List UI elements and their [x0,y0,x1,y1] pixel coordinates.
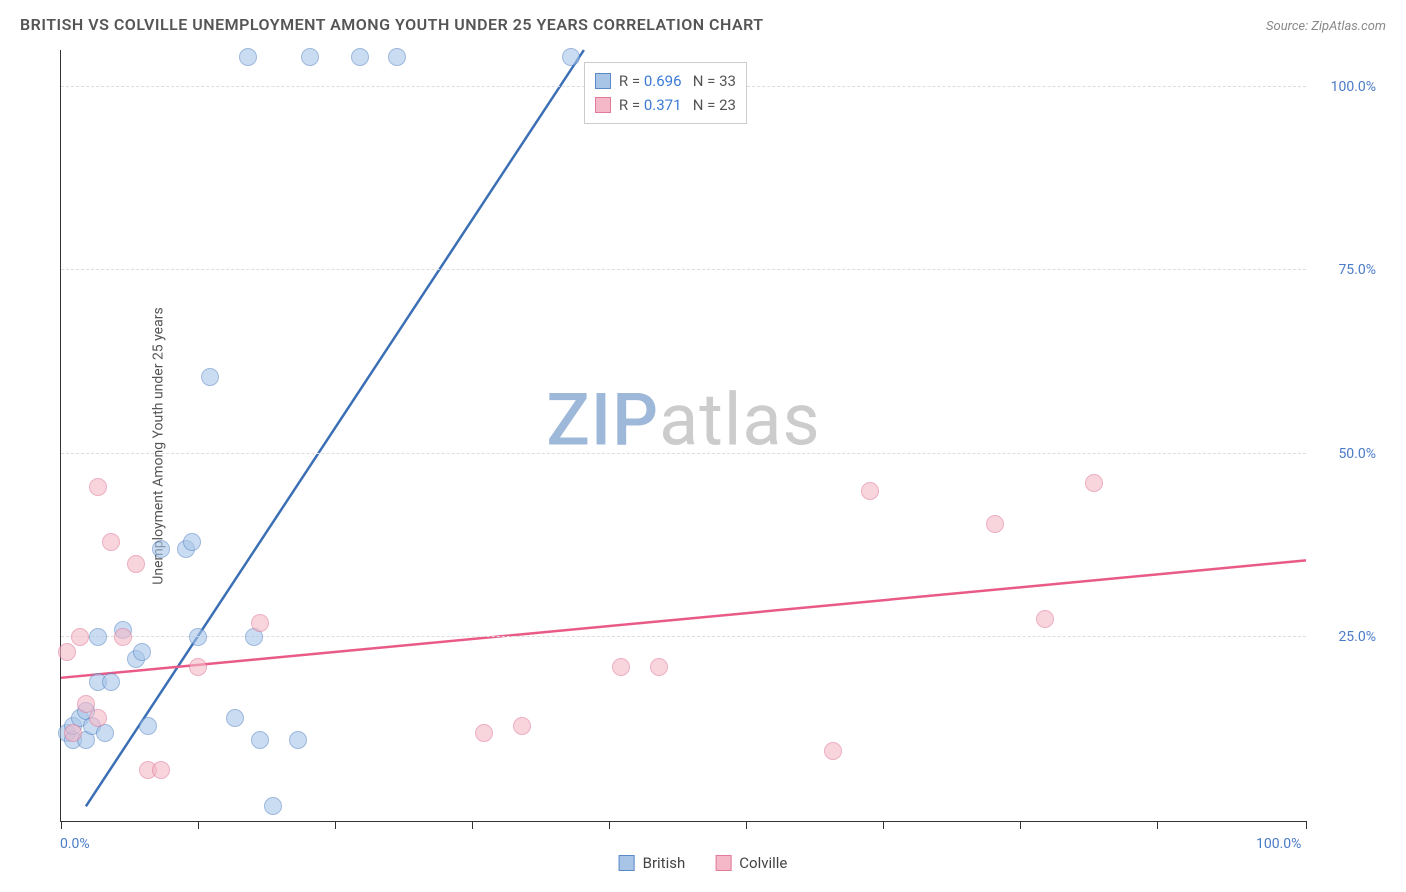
correlation-legend-row: R = 0.371 N = 23 [595,93,736,117]
scatter-point [861,482,879,500]
source-attribution: Source: ZipAtlas.com [1266,19,1386,34]
legend-bottom: British Colville [619,854,788,872]
correlation-legend-row: R = 0.696 N = 33 [595,69,736,93]
legend-stat-text: R = 0.696 N = 33 [619,69,736,93]
y-tick-label: 100.0% [1331,79,1376,95]
legend-stat-text: R = 0.371 N = 23 [619,93,736,117]
scatter-point [58,643,76,661]
trend-lines [61,50,1306,821]
legend-item: Colville [715,854,787,872]
scatter-point [102,533,120,551]
y-tick-label: 75.0% [1338,262,1376,278]
scatter-point [89,628,107,646]
scatter-point [562,48,580,66]
scatter-point [139,717,157,735]
scatter-point [152,540,170,558]
legend-swatch [595,97,611,113]
scatter-point [388,48,406,66]
x-tick [1306,821,1307,829]
scatter-point [1036,610,1054,628]
scatter-chart: ZIPatlas 25.0%50.0%75.0%100.0%R = 0.696 … [60,50,1306,822]
scatter-point [475,724,493,742]
trend-line [86,50,584,806]
scatter-point [824,742,842,760]
scatter-point [513,717,531,735]
x-tick [746,821,747,829]
scatter-point [133,643,151,661]
scatter-point [351,48,369,66]
scatter-point [127,555,145,573]
x-tick [883,821,884,829]
gridline [61,453,1306,454]
legend-swatch [715,855,731,871]
scatter-point [612,658,630,676]
scatter-point [77,695,95,713]
scatter-point [152,761,170,779]
scatter-point [650,658,668,676]
x-tick [1020,821,1021,829]
x-tick-label: 0.0% [60,836,90,852]
scatter-point [102,673,120,691]
scatter-point [251,614,269,632]
scatter-point [201,368,219,386]
legend-swatch [595,73,611,89]
x-tick [335,821,336,829]
x-tick-label: 100.0% [1256,836,1301,852]
x-tick [609,821,610,829]
scatter-point [239,48,257,66]
scatter-point [189,658,207,676]
legend-label: Colville [739,854,787,872]
scatter-point [64,724,82,742]
legend-swatch [619,855,635,871]
scatter-point [114,628,132,646]
trend-line [61,560,1306,677]
y-tick-label: 25.0% [1338,629,1376,645]
legend-item: British [619,854,686,872]
scatter-point [264,797,282,815]
x-tick [198,821,199,829]
scatter-point [71,628,89,646]
scatter-point [251,731,269,749]
chart-title: BRITISH VS COLVILLE UNEMPLOYMENT AMONG Y… [20,15,764,34]
y-tick-label: 50.0% [1338,446,1376,462]
scatter-point [189,628,207,646]
scatter-point [301,48,319,66]
scatter-point [89,709,107,727]
x-tick [472,821,473,829]
scatter-point [183,533,201,551]
scatter-point [1085,474,1103,492]
scatter-point [226,709,244,727]
scatter-point [289,731,307,749]
correlation-legend: R = 0.696 N = 33R = 0.371 N = 23 [584,62,747,124]
legend-label: British [643,854,686,872]
x-tick [1157,821,1158,829]
gridline [61,269,1306,270]
scatter-point [89,478,107,496]
scatter-point [986,515,1004,533]
x-tick [61,821,62,829]
